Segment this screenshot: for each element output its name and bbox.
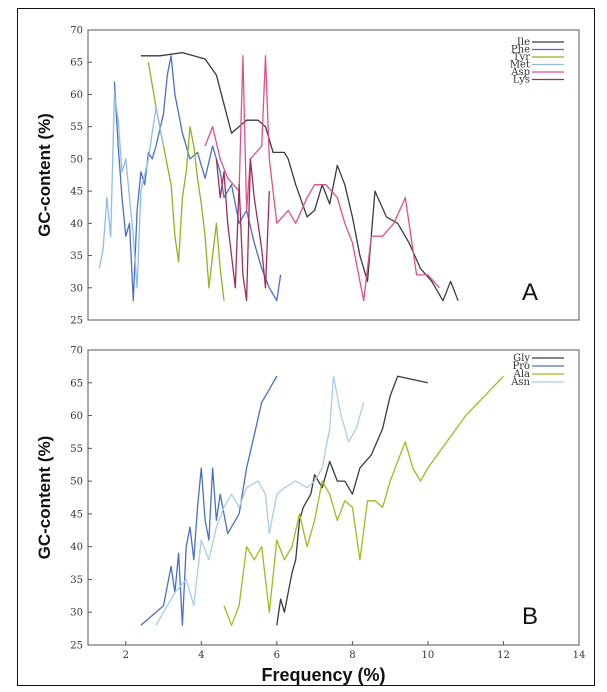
figure-frame (17, 8, 595, 686)
y-tick-label-B: 65 (70, 378, 83, 389)
series-line-ala (223, 375, 504, 626)
legend-label-phe: Phe (511, 45, 530, 56)
x-tick-label-B: 14 (573, 650, 586, 661)
x-tick-label-B: 10 (422, 650, 435, 661)
legend-label-lys: Lys (513, 75, 530, 86)
x-tick-label-B: 2 (123, 650, 129, 661)
y-tick-label-B: 55 (70, 444, 83, 455)
legend-label-gly: Gly (513, 353, 530, 364)
legend-label-asp: Asp (510, 67, 530, 78)
y-tick-label-B: 30 (70, 608, 83, 619)
y-tick-label-A: 60 (70, 90, 83, 101)
series-line-gly (276, 375, 429, 626)
legend-label-pro: Pro (512, 361, 530, 372)
legend-label-met: Met (510, 60, 530, 71)
series-line-asn (155, 375, 365, 626)
series-line-asp (204, 55, 440, 302)
panel-label-A: A (522, 279, 538, 306)
series-line-tyr (147, 62, 225, 301)
y-tick-label-A: 70 (70, 26, 83, 37)
plot-area-A (87, 29, 580, 321)
y-tick-label-B: 25 (70, 641, 83, 652)
y-axis-label-B: GC-content (%) (35, 436, 54, 560)
series-line-ile (140, 51, 459, 302)
legend-label-ile: Ile (517, 37, 530, 48)
x-tick-label-B: 8 (349, 650, 355, 661)
panel-label-B: B (522, 603, 538, 630)
y-tick-label-A: 65 (70, 58, 83, 69)
y-tick-label-B: 35 (70, 575, 83, 586)
y-tick-label-B: 60 (70, 411, 83, 422)
y-tick-label-A: 35 (70, 251, 83, 262)
y-tick-label-B: 45 (70, 509, 83, 520)
series-line-lys (215, 158, 270, 302)
y-tick-label-B: 50 (70, 477, 83, 488)
series-line-met (98, 93, 165, 289)
plot-area-B (87, 349, 580, 646)
x-tick-label-B: 12 (497, 650, 510, 661)
legend-label-ala: Ala (513, 369, 530, 380)
legend-label-tyr: Tyr (513, 52, 530, 63)
series-line-pro (140, 375, 278, 626)
y-tick-label-A: 40 (70, 219, 83, 230)
y-tick-label-B: 70 (70, 346, 83, 357)
y-tick-label-B: 40 (70, 542, 83, 553)
y-tick-label-A: 45 (70, 187, 83, 198)
legend-label-asn: Asn (510, 377, 530, 388)
y-tick-label-A: 55 (70, 122, 83, 133)
x-axis-label: Frequency (%) (261, 665, 385, 685)
y-axis-label-A: GC-content (%) (35, 113, 54, 237)
y-tick-label-A: 30 (70, 283, 83, 294)
x-tick-label-B: 6 (274, 650, 280, 661)
y-tick-label-A: 25 (70, 316, 83, 327)
x-tick-label-B: 4 (198, 650, 204, 661)
y-tick-label-A: 50 (70, 154, 83, 165)
